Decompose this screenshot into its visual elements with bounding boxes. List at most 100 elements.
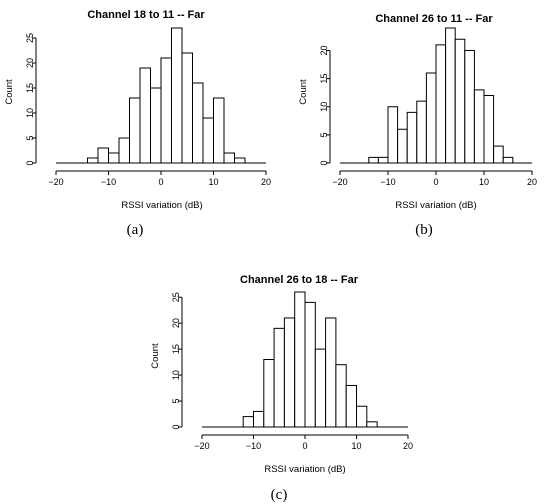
histogram-bar	[263, 359, 275, 428]
y-tick-label: 25	[171, 292, 181, 302]
y-tick-label: 10	[25, 108, 35, 118]
histogram-bar	[213, 97, 225, 164]
y-tick-label: 10	[319, 102, 329, 112]
bars-group	[340, 27, 532, 164]
histogram-bar	[406, 111, 418, 164]
x-tick-label: −20	[194, 441, 209, 451]
histogram-panel-a: Channel 18 to 11 -- Far 0 5 10 15 20 25 −20 −1…	[4, 9, 271, 238]
y-tick-label: 5	[171, 399, 181, 404]
y-tick-label: 15	[171, 344, 181, 354]
histogram-bar	[139, 67, 151, 164]
x-tick-label: −20	[332, 177, 347, 187]
y-axis-label: Count	[298, 79, 309, 105]
histogram-bar	[464, 50, 475, 164]
y-tick-label: 0	[171, 424, 181, 429]
y-tick-label: 15	[25, 83, 35, 93]
y-tick-label: 0	[25, 160, 35, 165]
y-axis-label: Count	[150, 343, 161, 369]
y-tick-label: 10	[171, 370, 181, 380]
y-tick-label: 20	[25, 58, 35, 68]
histogram-bar	[87, 157, 99, 164]
chart-title: Channel 26 to 18 -- Far	[240, 274, 359, 286]
y-tick-label: 5	[25, 135, 35, 140]
bars-group	[56, 27, 266, 164]
x-axis-label: RSSI variation (dB)	[395, 200, 476, 211]
histogram-bar	[192, 82, 204, 164]
histogram-bar	[368, 156, 379, 164]
histogram-bar	[314, 348, 327, 428]
histogram-bar	[97, 147, 109, 164]
histogram-bar	[397, 128, 408, 164]
histogram-bar	[150, 87, 162, 164]
panel-caption: (c)	[271, 487, 288, 503]
histogram-bar	[335, 364, 347, 428]
histogram-bar	[273, 327, 285, 428]
histogram-bar	[242, 416, 254, 428]
y-tick-label: 15	[319, 74, 329, 84]
y-tick-label: 20	[171, 318, 181, 328]
histogram-bar	[416, 100, 427, 164]
histogram-bar	[129, 97, 141, 164]
x-tick-label: 10	[479, 177, 489, 187]
histogram-bar	[283, 317, 296, 428]
histogram-bar	[234, 157, 246, 164]
histogram-bar	[356, 405, 368, 428]
histogram-bar	[445, 27, 456, 164]
histogram-bar	[294, 291, 306, 428]
histogram-bar	[435, 44, 447, 164]
y-axis: 0 5 10 15 20 25	[25, 33, 37, 166]
x-tick-label: 0	[302, 441, 307, 451]
histogram-bar	[483, 95, 495, 164]
y-axis: 0 5 10 15 20	[319, 45, 331, 166]
chart-title: Channel 18 to 11 -- Far	[87, 9, 205, 21]
histogram-bar	[366, 421, 378, 428]
x-axis-label: RSSI variation (dB)	[264, 464, 345, 475]
histogram-bar	[325, 317, 337, 428]
histogram-bar	[223, 152, 235, 164]
x-tick-label: 20	[527, 177, 537, 187]
x-tick-label: 0	[433, 177, 438, 187]
y-axis-label: Count	[4, 79, 15, 105]
y-axis: 0 5 10 15 20 25	[171, 292, 183, 430]
histogram-bar	[425, 72, 437, 164]
x-tick-label: 0	[158, 177, 163, 187]
y-tick-label: 20	[319, 45, 329, 55]
x-tick-label: −20	[48, 177, 63, 187]
x-tick-label: −10	[380, 177, 395, 187]
x-axis: −20 −10 0 10 20	[194, 434, 413, 451]
histogram-bar	[377, 156, 389, 164]
histogram-bar	[108, 152, 120, 164]
chart-title: Channel 26 to 11 -- Far	[375, 13, 493, 25]
y-tick-label: 25	[25, 33, 35, 43]
histogram-bar	[160, 57, 172, 164]
y-tick-label: 5	[319, 132, 329, 137]
histogram-bar	[118, 137, 130, 164]
histogram-bar	[345, 384, 358, 428]
histogram-bar	[202, 117, 214, 164]
histogram-bar	[473, 89, 485, 164]
x-axis: −20 −10 0 10 20	[48, 170, 271, 187]
panel-caption: (a)	[127, 222, 144, 238]
histogram-panel-b: Channel 26 to 11 -- Far 0 5 10 15 20 −20 −10 0…	[298, 13, 537, 238]
histogram-bar	[171, 27, 183, 164]
x-tick-label: −10	[246, 441, 261, 451]
histogram-bar	[502, 156, 514, 164]
x-tick-label: 10	[351, 441, 361, 451]
x-tick-label: 20	[261, 177, 271, 187]
histogram-bar	[181, 52, 193, 164]
x-tick-label: −10	[101, 177, 116, 187]
x-tick-label: 20	[403, 441, 413, 451]
x-axis-label: RSSI variation (dB)	[121, 200, 202, 211]
y-tick-label: 0	[319, 160, 329, 165]
histogram-bar	[493, 145, 504, 164]
bars-group	[202, 291, 408, 428]
x-tick-label: 10	[208, 177, 218, 187]
histogram-panel-c: Channel 26 to 18 -- Far 0 5 10 15 20 25 −20 −1…	[150, 274, 413, 503]
x-axis: −20 −10 0 10 20	[332, 170, 537, 187]
histogram-bar	[304, 301, 316, 428]
panel-caption: (b)	[415, 222, 433, 238]
histogram-bar	[253, 410, 265, 428]
histogram-bar	[454, 38, 466, 164]
histogram-bar	[387, 106, 399, 164]
